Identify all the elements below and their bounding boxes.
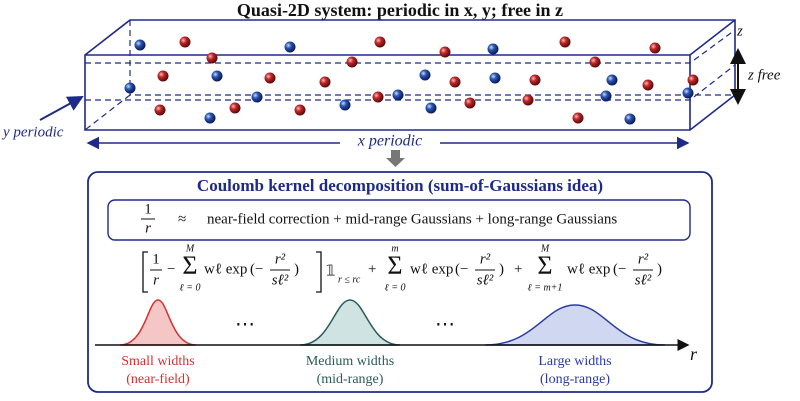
particle — [211, 70, 223, 82]
particle — [339, 99, 351, 111]
title: Quasi-2D system: periodic in x, y; free … — [237, 0, 563, 20]
y-arrow — [39, 96, 84, 121]
token: r² — [480, 251, 491, 267]
token: wℓ exp — [204, 261, 247, 277]
approx: ≈ — [178, 211, 186, 227]
token: ) — [657, 261, 662, 277]
particle — [489, 72, 501, 84]
panel-title: Coulomb kernel decomposition (sum-of-Gau… — [197, 176, 603, 195]
particle — [642, 79, 654, 91]
token: ) — [499, 261, 504, 277]
token: 𝟙 — [326, 263, 336, 279]
particle — [600, 90, 612, 102]
token: ℓ = 0 — [385, 282, 406, 293]
z-label: z — [736, 23, 743, 39]
token: (− — [613, 261, 626, 277]
token: wℓ exp — [410, 261, 453, 277]
y-label: y periodic — [1, 124, 64, 140]
particle — [294, 104, 306, 116]
particle — [284, 41, 296, 53]
x-label-bg — [340, 133, 440, 151]
token: + — [514, 261, 522, 277]
particle — [179, 36, 191, 48]
token: M — [185, 243, 195, 254]
token: r ≤ rc — [338, 274, 361, 285]
particle — [229, 102, 241, 114]
particle — [687, 74, 699, 86]
token: wℓ exp — [567, 261, 610, 277]
particle — [374, 36, 386, 48]
token: ℓ = m+1 — [528, 282, 563, 293]
gauss-label: Small widths — [121, 354, 195, 369]
token: Σ — [537, 251, 552, 280]
particle — [449, 76, 461, 88]
particle — [346, 56, 358, 68]
x-label: x periodic — [357, 133, 422, 150]
particle — [487, 43, 499, 55]
particle — [425, 102, 437, 114]
token: r² — [275, 251, 286, 267]
token: 1 — [152, 251, 160, 267]
particle — [124, 82, 136, 94]
particle — [682, 87, 694, 99]
ellipsis: ⋯ — [435, 314, 455, 336]
token: ) — [294, 261, 299, 277]
particle — [319, 76, 331, 88]
gauss-note: (near-field) — [126, 372, 190, 387]
den: r — [145, 220, 151, 236]
summary-text: near-field correction + mid-range Gaussi… — [207, 211, 617, 227]
token: Σ — [387, 251, 402, 280]
token: M — [540, 243, 550, 254]
token: − — [167, 261, 175, 277]
particle — [624, 113, 636, 125]
particle — [372, 91, 384, 103]
particle — [559, 36, 571, 48]
gauss-note: (long-range) — [540, 372, 610, 387]
particle — [572, 112, 584, 124]
gauss-note: (mid-range) — [317, 372, 384, 387]
particle — [529, 74, 541, 86]
particle — [649, 42, 661, 54]
r-axis-label: r — [690, 344, 698, 364]
formula: 1 r − M Σ ℓ = 0 wℓ exp (− r² sℓ² ) 𝟙 r ≤… — [142, 243, 662, 293]
particle — [204, 112, 216, 124]
particle — [134, 39, 146, 51]
token: sℓ² — [477, 272, 494, 288]
token: Σ — [182, 251, 197, 280]
summary-box — [107, 199, 691, 241]
particle — [264, 72, 276, 84]
token: + — [368, 261, 376, 277]
token: r² — [638, 251, 649, 267]
particle — [206, 52, 218, 64]
particles — [124, 36, 699, 125]
particle — [606, 74, 618, 86]
gauss-label: Large widths — [538, 354, 611, 369]
particle — [522, 94, 534, 106]
token: (− — [250, 261, 263, 277]
z-free: z free — [747, 67, 781, 83]
slab — [84, 19, 736, 131]
particle — [589, 56, 601, 68]
particle — [157, 70, 169, 82]
num: 1 — [144, 201, 152, 217]
token: r — [153, 272, 159, 288]
particle — [154, 104, 166, 116]
particle — [464, 97, 476, 109]
particle — [439, 46, 451, 58]
token: (− — [455, 261, 468, 277]
token: sℓ² — [272, 272, 289, 288]
token: sℓ² — [635, 272, 652, 288]
gaussians — [95, 299, 690, 351]
particle — [251, 91, 263, 103]
down-arrow — [386, 150, 405, 167]
gauss-label: Medium widths — [306, 354, 394, 369]
token: m — [391, 243, 398, 254]
token: ℓ = 0 — [180, 282, 201, 293]
particle — [419, 69, 431, 81]
ellipsis: ⋯ — [235, 314, 255, 336]
particle — [392, 89, 404, 101]
